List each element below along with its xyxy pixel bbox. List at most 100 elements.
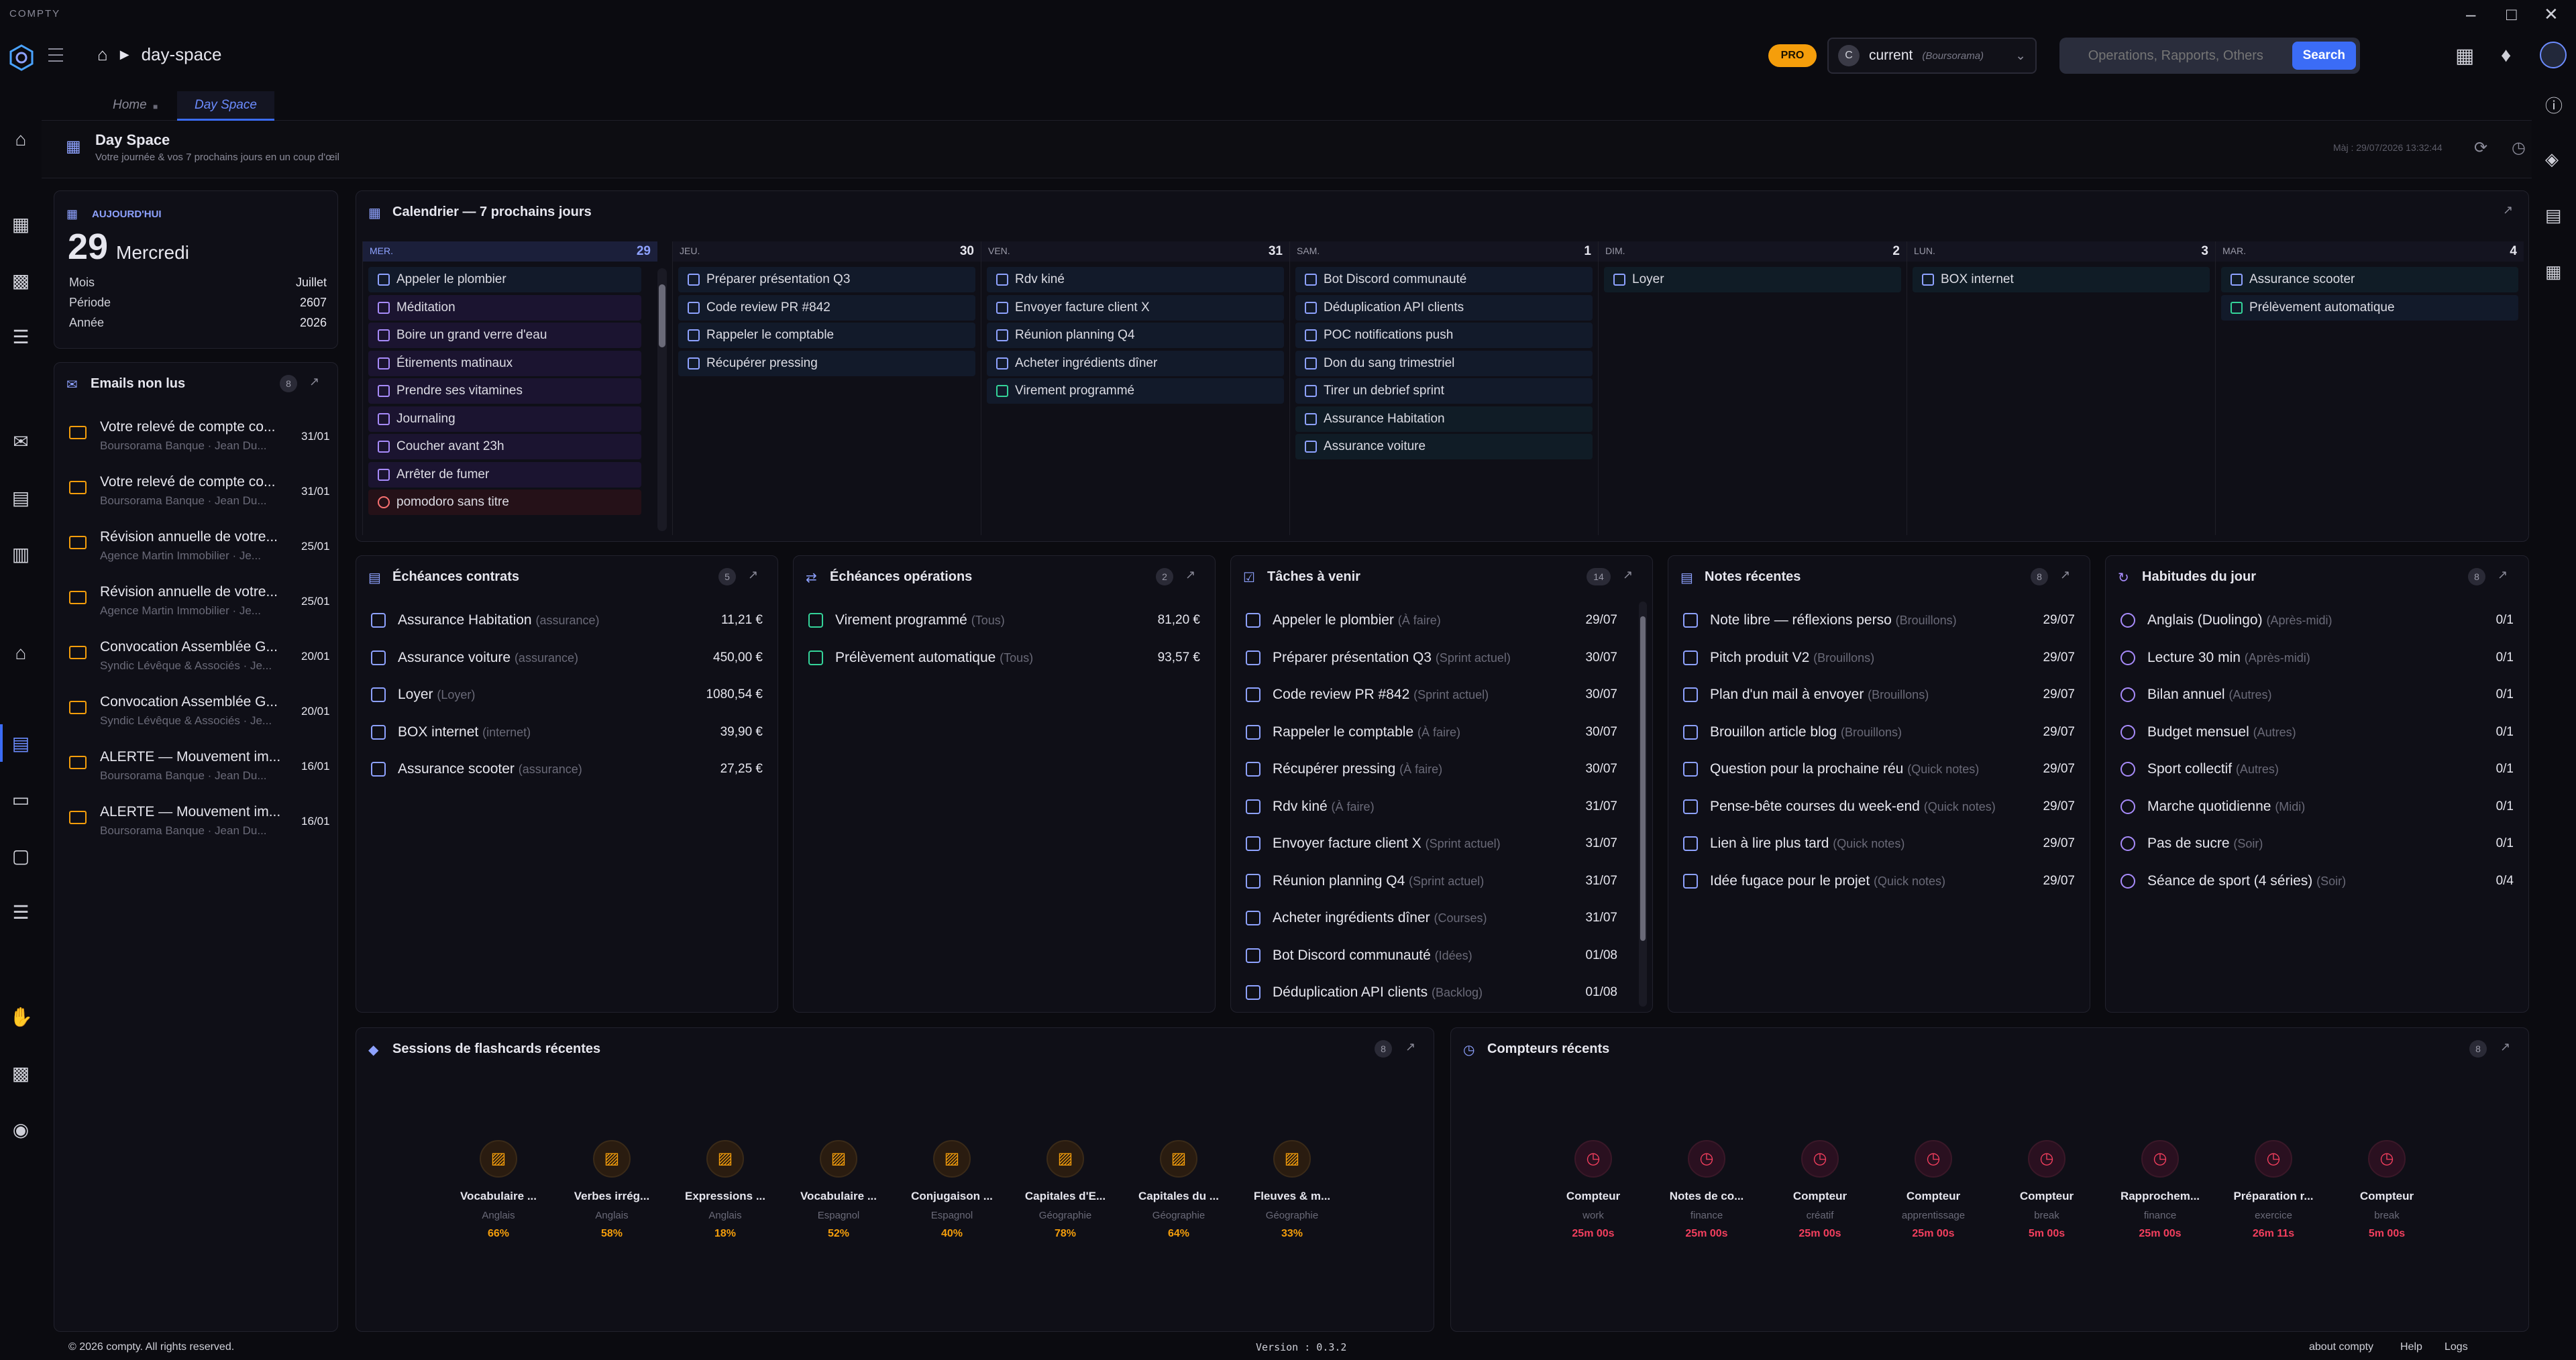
tasks-item[interactable]: Rappeler le comptable (À faire) 30/07 [1231, 714, 1632, 751]
menu-toggle-icon[interactable] [48, 48, 63, 62]
contracts-item[interactable]: BOX internet (internet) 39,90 € [356, 714, 777, 751]
mail-nav-icon[interactable]: ✉ [13, 431, 29, 452]
calendar-event[interactable]: Prélèvement automatique [2221, 294, 2518, 321]
calendar-event[interactable]: Journaling [368, 406, 641, 432]
bank-nav-icon[interactable]: ▥ [11, 544, 30, 565]
notes-item[interactable]: Plan d'un mail à envoyer (Brouillons) 29/… [1668, 676, 2090, 714]
notes-item[interactable]: Pitch produit V2 (Brouillons) 29/07 [1668, 639, 2090, 677]
contracts-item[interactable]: Loyer (Loyer) 1080,54 € [356, 676, 777, 714]
flashcard-session-tile[interactable]: ▨ Verbes irrég... Anglais 58% [561, 1140, 662, 1240]
expand-icon[interactable]: ↗ [309, 375, 320, 388]
expand-icon[interactable]: ↗ [2060, 568, 2071, 581]
email-item[interactable]: Révision annuelle de votre... Agence Mart… [54, 576, 337, 631]
counter-tile[interactable]: ◷ Compteur apprentissage 25m 00s [1883, 1140, 1984, 1240]
search-input[interactable] [2059, 48, 2292, 64]
refresh-icon[interactable]: ⟳ [2474, 139, 2488, 157]
tasks-item[interactable]: Récupérer pressing (À faire) 30/07 [1231, 750, 1632, 788]
calendar-event[interactable]: POC notifications push [1295, 323, 1593, 348]
calendar-event[interactable]: Étirements matinaux [368, 350, 641, 376]
calendar-event[interactable]: Bot Discord communauté [1295, 267, 1593, 292]
calendar-event[interactable]: Réunion planning Q4 [987, 323, 1284, 348]
flashcard-session-tile[interactable]: ▨ Vocabulaire ... Espagnol 52% [788, 1140, 889, 1240]
home-nav-icon[interactable]: ⌂ [15, 129, 27, 150]
habits-item[interactable]: Marche quotidienne (Midi) 0/1 [2106, 788, 2528, 826]
habits-item[interactable]: Sport collectif (Autres) 0/1 [2106, 750, 2528, 788]
printer-icon[interactable]: ▤ [2545, 205, 2562, 225]
calendar-event[interactable]: Appeler le plombier [368, 267, 641, 292]
tasks-item[interactable]: Code review PR #842 (Sprint actuel) 30/07 [1231, 676, 1632, 714]
hand-nav-icon[interactable]: ✋ [9, 1007, 33, 1027]
help-link[interactable]: Help [2400, 1341, 2422, 1353]
calendar-event[interactable]: Méditation [368, 294, 641, 321]
clock-icon[interactable]: ◷ [2512, 139, 2526, 157]
map-icon[interactable]: ▦ [2545, 262, 2562, 282]
files-nav-icon[interactable]: ▤ [11, 488, 30, 508]
calculator-icon[interactable]: ▦ [2455, 45, 2475, 67]
counter-tile[interactable]: ◷ Compteur work 25m 00s [1543, 1140, 1644, 1240]
card-nav-icon[interactable]: ▭ [11, 789, 30, 810]
scrollbar-thumb[interactable] [659, 284, 665, 347]
habits-item[interactable]: Pas de sucre (Soir) 0/1 [2106, 825, 2528, 862]
calendar-event[interactable]: Coucher avant 23h [368, 434, 641, 459]
expand-icon[interactable]: ↗ [1623, 568, 1633, 581]
bell-icon[interactable]: ♦ [2501, 44, 2512, 66]
operations-item[interactable]: Virement programmé (Tous) 81,20 € [794, 602, 1215, 639]
counter-tile[interactable]: ◷ Notes de co... finance 25m 00s [1656, 1140, 1757, 1240]
notes-item[interactable]: Question pour la prochaine réu (Quick no… [1668, 750, 2090, 788]
email-item[interactable]: Convocation Assemblée G... Syndic Lévêque… [54, 631, 337, 686]
expand-icon[interactable]: ↗ [2503, 203, 2514, 217]
calendar-event[interactable]: Code review PR #842 [678, 294, 975, 321]
counter-tile[interactable]: ◷ Compteur break 5m 00s [2337, 1140, 2437, 1240]
email-item[interactable]: ALERTE — Mouvement im... Boursorama Banqu… [54, 741, 337, 796]
operations-item[interactable]: Prélèvement automatique (Tous) 93,57 € [794, 639, 1215, 677]
tasks-item[interactable]: Rdv kiné (À faire) 31/07 [1231, 788, 1632, 826]
account-selector[interactable]: C current (Boursorama) ⌄ [1827, 38, 2037, 74]
contracts-item[interactable]: Assurance Habitation (assurance) 11,21 € [356, 602, 777, 639]
wifi-icon[interactable]: ◈ [2545, 149, 2559, 169]
habits-item[interactable]: Bilan annuel (Autres) 0/1 [2106, 676, 2528, 714]
calendar-event[interactable]: Déduplication API clients [1295, 294, 1593, 321]
close-icon[interactable]: ✕ [2544, 4, 2559, 24]
tasks-scrollbar[interactable] [1639, 602, 1647, 1007]
info-icon[interactable]: ⓘ [2545, 96, 2563, 116]
calendar-event[interactable]: Boire un grand verre d'eau [368, 323, 641, 348]
calendar-event[interactable]: Envoyer facture client X [987, 294, 1284, 321]
calendar-event[interactable]: Acheter ingrédients dîner [987, 350, 1284, 376]
cards-nav-icon[interactable]: ▩ [11, 1063, 30, 1084]
flashcard-session-tile[interactable]: ▨ Fleuves & m... Géographie 33% [1242, 1140, 1342, 1240]
email-item[interactable]: Votre relevé de compte co... Boursorama B… [54, 466, 337, 521]
tasks-item[interactable]: Bot Discord communauté (Idées) 01/08 [1231, 937, 1632, 974]
calendar-event[interactable]: Rdv kiné [987, 267, 1284, 292]
user-avatar[interactable] [2540, 42, 2567, 68]
scrollbar-thumb[interactable] [1640, 616, 1646, 941]
expand-icon[interactable]: ↗ [748, 568, 759, 581]
dayspace-nav-icon[interactable]: ▤ [11, 733, 30, 754]
tab-home[interactable]: Home [113, 98, 147, 112]
calendar-event[interactable]: Virement programmé [987, 378, 1284, 404]
calendar-event[interactable]: Tirer un debrief sprint [1295, 378, 1593, 404]
maximize-icon[interactable]: □ [2506, 4, 2517, 24]
email-item[interactable]: Révision annuelle de votre... Agence Mart… [54, 521, 337, 576]
contracts-item[interactable]: Assurance voiture (assurance) 450,00 € [356, 639, 777, 677]
email-item[interactable]: ALERTE — Mouvement im... Boursorama Banqu… [54, 796, 337, 851]
calendar-scrollbar[interactable] [657, 268, 667, 531]
notes-item[interactable]: Brouillon article blog (Brouillons) 29/07 [1668, 714, 2090, 751]
calendar-event[interactable]: Loyer [1604, 267, 1901, 292]
habits-item[interactable]: Lecture 30 min (Après-midi) 0/1 [2106, 639, 2528, 677]
contracts-item[interactable]: Assurance scooter (assurance) 27,25 € [356, 750, 777, 788]
expand-icon[interactable]: ↗ [1405, 1040, 1416, 1054]
counter-tile[interactable]: ◷ Compteur créatif 25m 00s [1770, 1140, 1870, 1240]
about-link[interactable]: about compty [2309, 1341, 2374, 1353]
habits-item[interactable]: Budget mensuel (Autres) 0/1 [2106, 714, 2528, 751]
calendar-event[interactable]: Prendre ses vitamines [368, 378, 641, 404]
tasks-item[interactable]: Envoyer facture client X (Sprint actuel)… [1231, 825, 1632, 862]
counter-tile[interactable]: ◷ Compteur break 5m 00s [1996, 1140, 2097, 1240]
document-nav-icon[interactable]: ☰ [12, 327, 30, 347]
home-icon[interactable]: ⌂ [97, 44, 108, 64]
tasks-item[interactable]: Préparer présentation Q3 (Sprint actuel)… [1231, 639, 1632, 677]
tasks-item[interactable]: Acheter ingrédients dîner (Courses) 31/07 [1231, 899, 1632, 937]
tasks-item[interactable]: Réunion planning Q4 (Sprint actuel) 31/07 [1231, 862, 1632, 900]
counter-tile[interactable]: ◷ Préparation r... exercice 26m 11s [2223, 1140, 2324, 1240]
calendar-event[interactable]: Arrêter de fumer [368, 461, 641, 488]
grid-nav-icon[interactable]: ▩ [11, 270, 30, 291]
